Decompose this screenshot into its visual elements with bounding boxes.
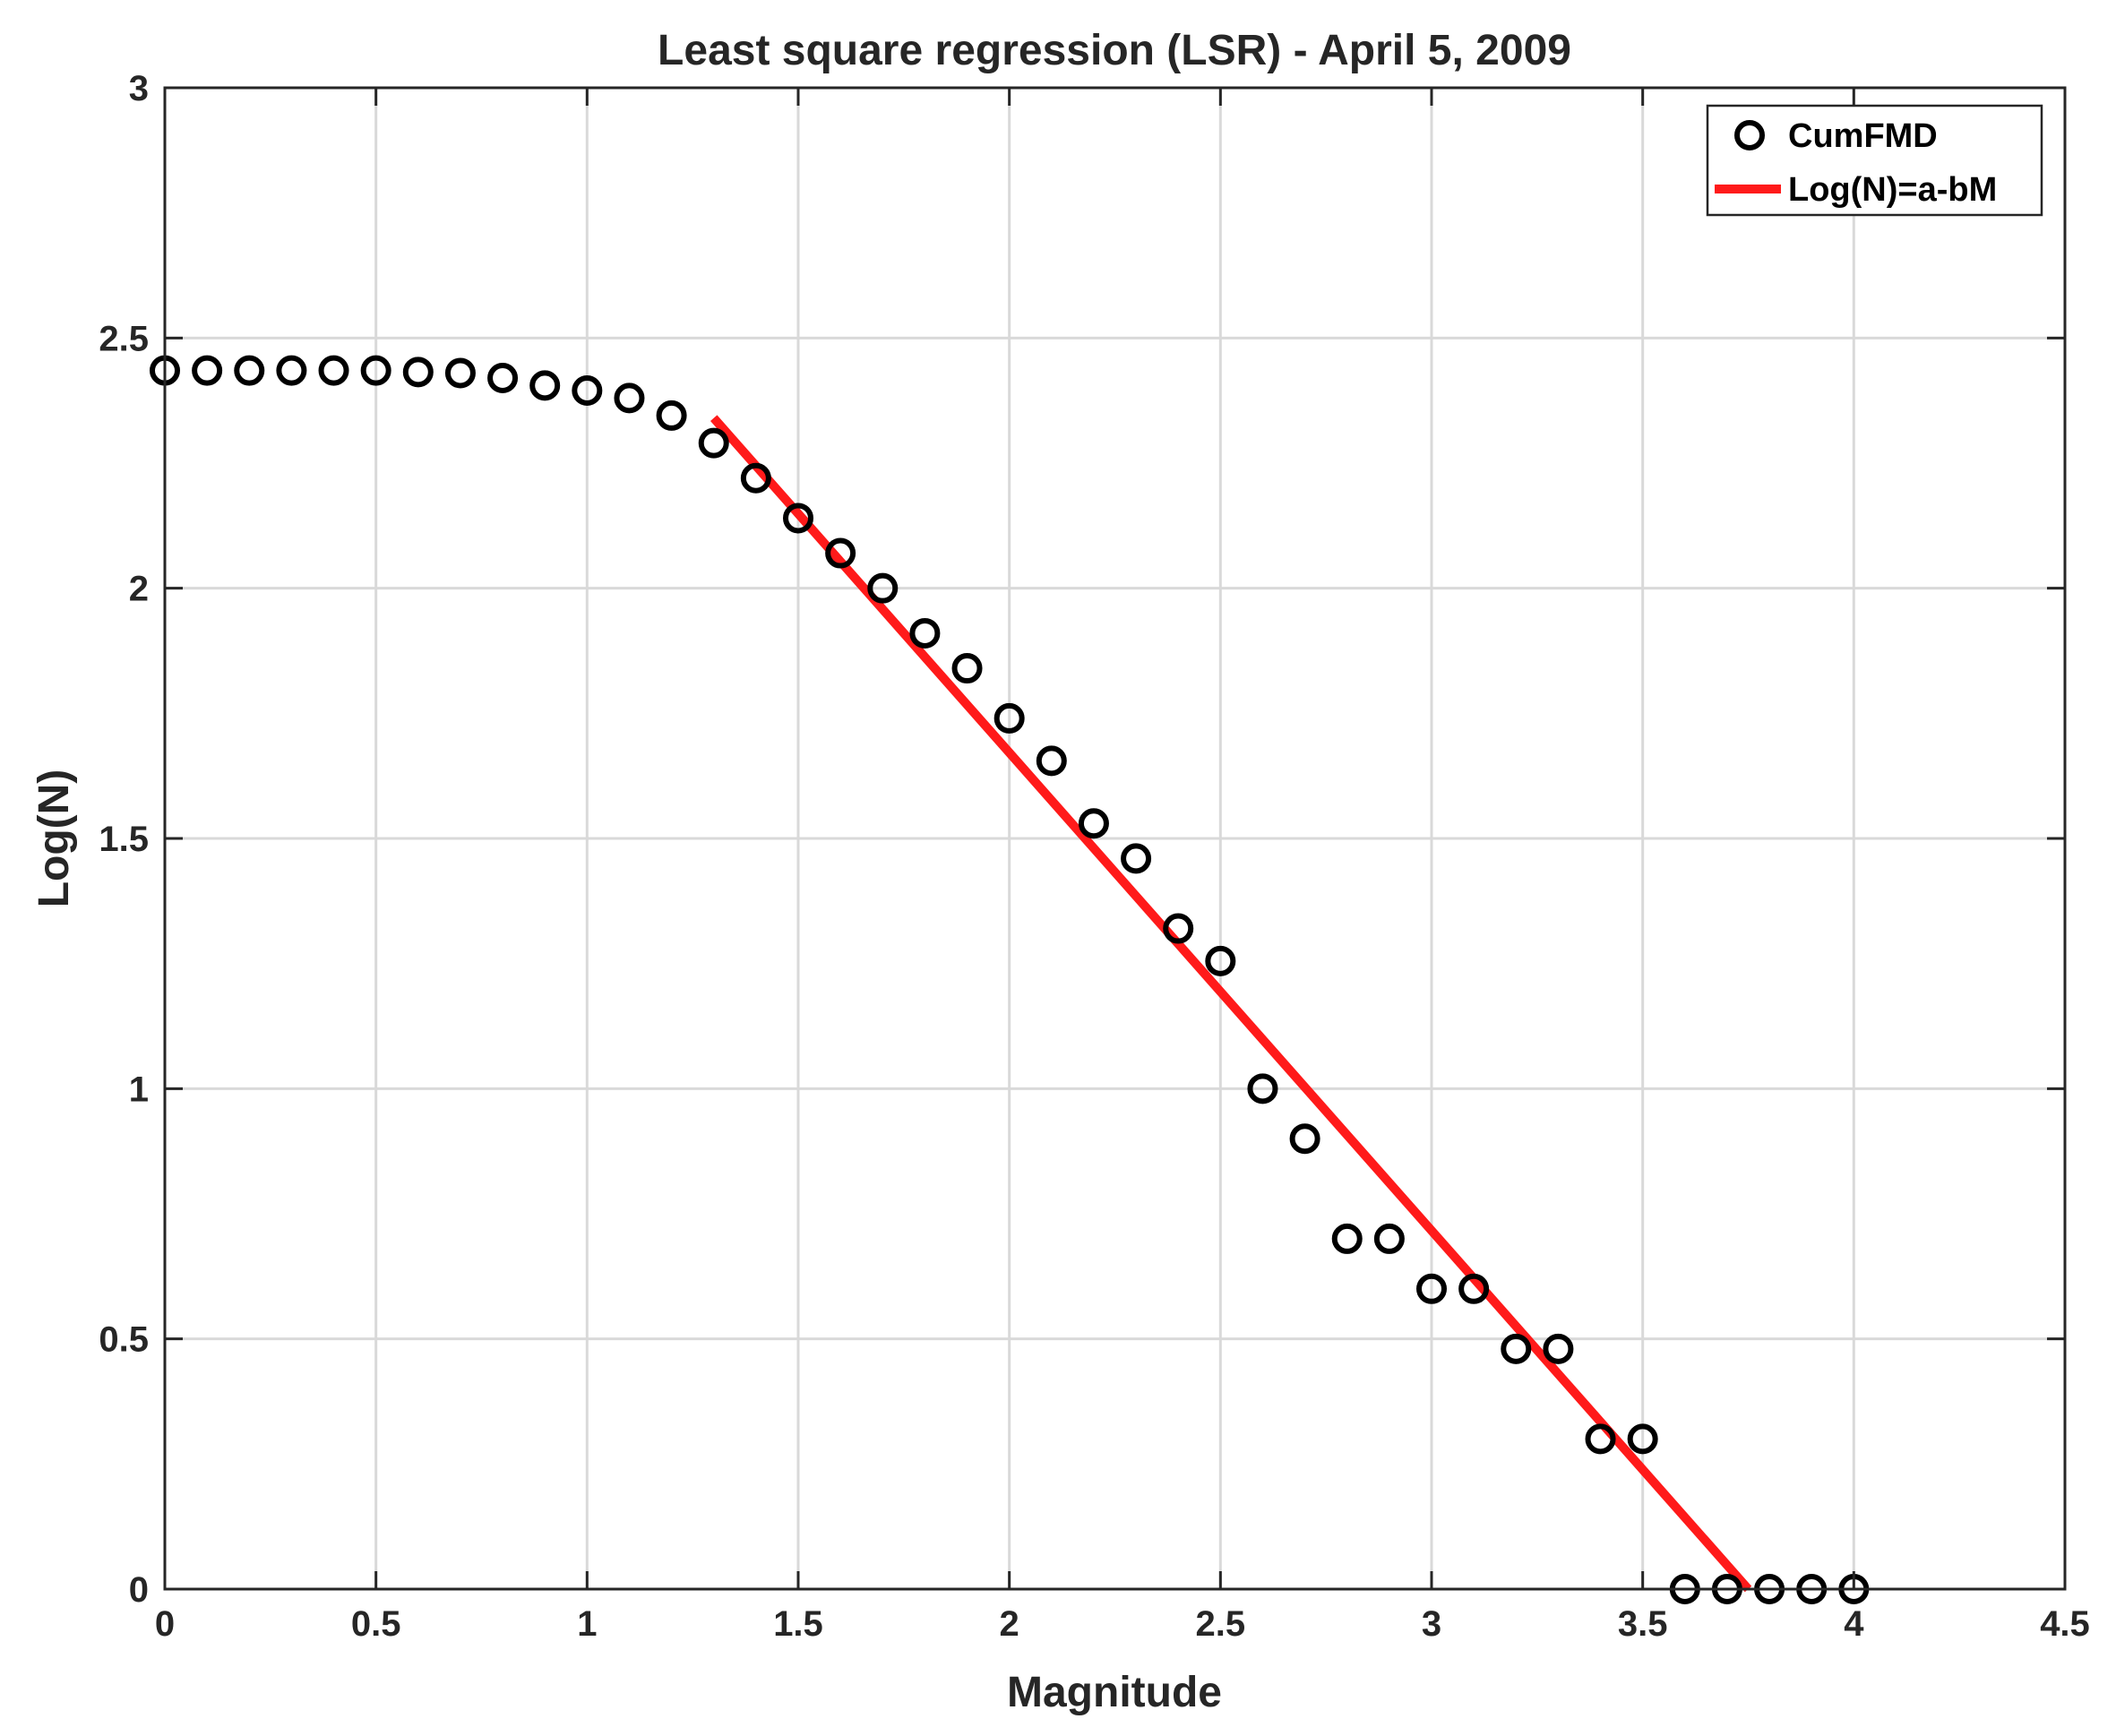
x-tick-label-1: 1 xyxy=(577,1604,597,1644)
data-point xyxy=(656,400,687,431)
x-tick-label-4-5: 4.5 xyxy=(2040,1604,2090,1644)
data-point xyxy=(487,363,519,394)
x-tick-labels: 0 0.5 1 1.5 2 2.5 3 3.5 4 4.5 xyxy=(155,1604,2090,1644)
x-tick-label-2-5: 2.5 xyxy=(1196,1604,1246,1644)
data-point xyxy=(572,374,603,406)
data-point xyxy=(192,355,223,386)
data-point xyxy=(318,355,349,386)
data-point xyxy=(1247,1073,1278,1104)
data-point xyxy=(444,357,476,389)
chart-title: Least square regression (LSR) - April 5,… xyxy=(658,27,1571,74)
y-tick-label-3: 3 xyxy=(129,69,149,108)
legend-box xyxy=(1706,104,2043,217)
y-tick-label-2-5: 2.5 xyxy=(99,319,149,358)
data-point xyxy=(529,370,561,401)
y-tick-label-1-5: 1.5 xyxy=(99,820,149,859)
legend: CumFMD Log(N)=a-bM xyxy=(1706,104,2043,217)
data-point xyxy=(825,537,856,569)
fit-line xyxy=(710,415,1752,1593)
legend-label-fit: Log(N)=a-bM xyxy=(1788,171,1997,209)
data-point xyxy=(951,653,983,684)
data-point xyxy=(1289,1123,1320,1155)
data-point xyxy=(993,702,1025,734)
data-point xyxy=(740,462,771,494)
y-tick-label-0: 0 xyxy=(129,1570,149,1610)
data-point xyxy=(1331,1223,1363,1254)
data-point xyxy=(867,572,899,604)
data-point xyxy=(1585,1423,1616,1455)
y-tick-labels: 0 0.5 1 1.5 2 2.5 3 xyxy=(99,69,149,1610)
data-point xyxy=(1416,1273,1447,1304)
data-point xyxy=(402,357,434,388)
x-tick-label-4: 4 xyxy=(1844,1604,1864,1644)
y-tick-label-2: 2 xyxy=(129,570,149,609)
legend-label-cumfmd: CumFMD xyxy=(1788,117,1938,155)
data-point xyxy=(360,355,391,386)
x-tick-label-3-5: 3.5 xyxy=(1618,1604,1668,1644)
data-point xyxy=(698,427,729,459)
data-point xyxy=(1627,1423,1658,1455)
y-tick-label-0-5: 0.5 xyxy=(99,1320,149,1360)
ticks xyxy=(163,86,2067,1591)
data-point xyxy=(1501,1333,1532,1364)
x-tick-label-3: 3 xyxy=(1422,1604,1441,1644)
y-axis-label: Log(N) xyxy=(30,769,78,908)
x-tick-label-2: 2 xyxy=(1000,1604,1019,1644)
y-tick-label-1: 1 xyxy=(129,1070,149,1109)
marker-layer xyxy=(150,355,1870,1604)
data-point xyxy=(276,355,307,386)
x-tick-label-0-5: 0.5 xyxy=(351,1604,401,1644)
data-point xyxy=(1078,808,1109,839)
data-point xyxy=(783,503,813,534)
data-point xyxy=(1036,745,1067,777)
x-tick-label-1-5: 1.5 xyxy=(773,1604,823,1644)
data-point xyxy=(1163,913,1194,944)
data-point xyxy=(1543,1333,1574,1364)
legend-marker-cumfmd xyxy=(1734,120,1765,150)
x-axis-label: Magnitude xyxy=(1007,1669,1222,1716)
data-point xyxy=(1121,843,1152,874)
data-point xyxy=(1205,945,1236,976)
data-point xyxy=(909,617,941,649)
x-tick-label-0: 0 xyxy=(155,1604,175,1644)
fit-line-layer xyxy=(710,415,1752,1593)
data-point xyxy=(1373,1223,1405,1254)
data-point xyxy=(1458,1273,1490,1304)
data-point xyxy=(234,355,265,386)
data-point xyxy=(614,382,645,414)
